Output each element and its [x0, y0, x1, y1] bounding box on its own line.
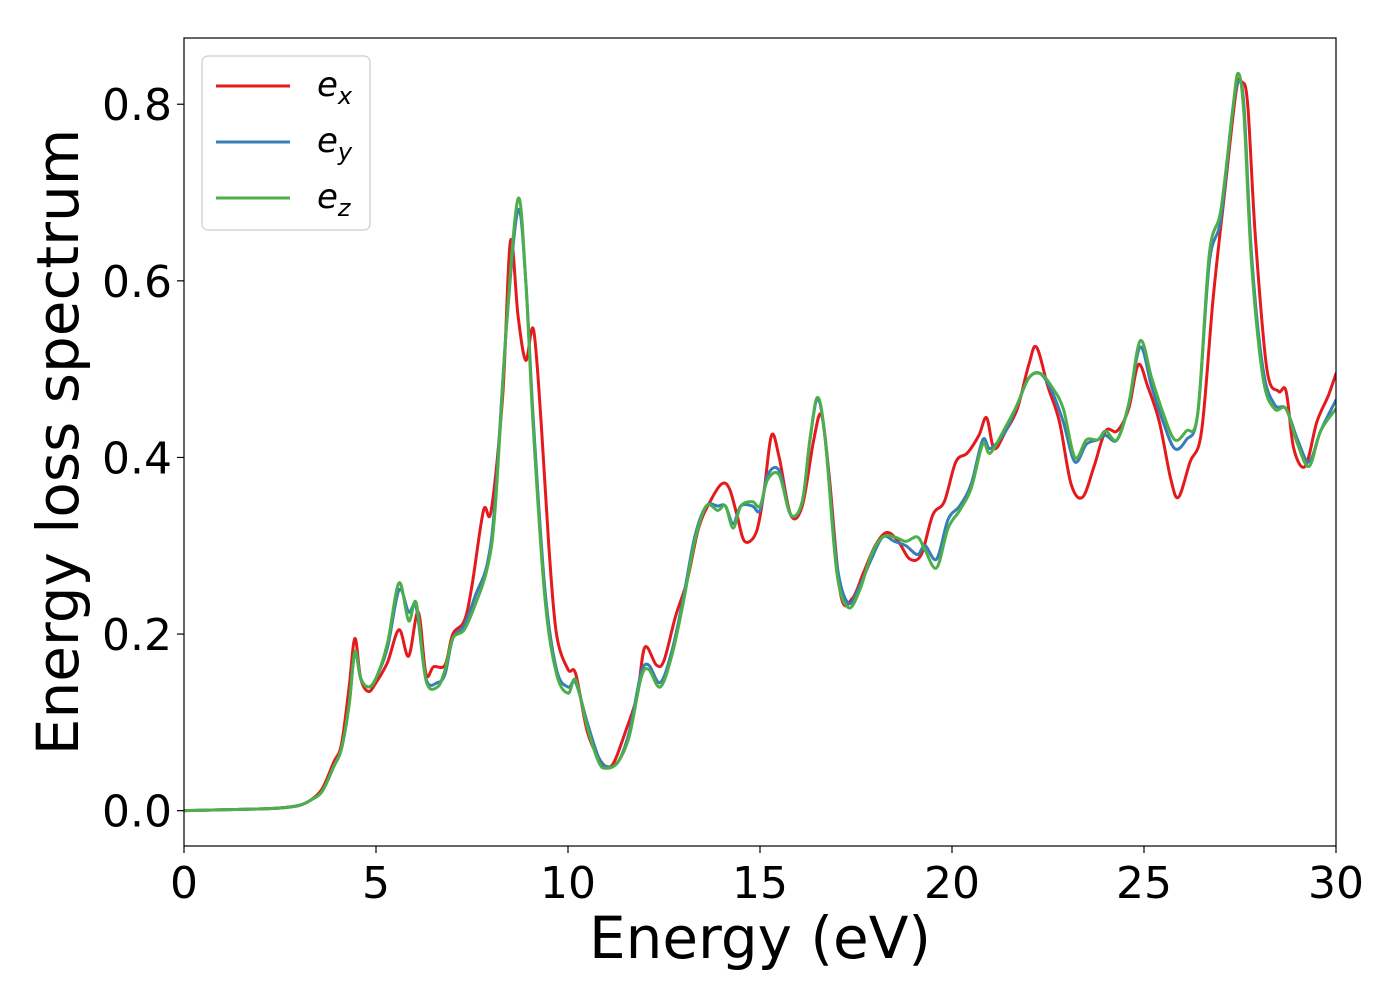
- y-axis-label: Energy loss spectrum: [24, 129, 92, 755]
- x-tick-label: 0: [170, 858, 198, 909]
- legend-label-x: ex: [317, 65, 353, 110]
- legend-label-z: ez: [317, 177, 352, 222]
- y-tick-label: 0.2: [102, 610, 172, 661]
- legend: ex ey ez: [201, 55, 371, 231]
- x-tick-label: 5: [362, 858, 390, 909]
- x-tick-label: 30: [1308, 858, 1364, 909]
- y-tick-label: 0.8: [102, 80, 172, 131]
- y-axis-ticks: 0.0 0.2 0.4 0.6 0.8: [102, 80, 184, 838]
- x-tick-label: 20: [924, 858, 980, 909]
- series-line-z: [184, 71, 1336, 813]
- x-axis-ticks: 0 5 10 15 20 25 30: [170, 846, 1364, 909]
- x-tick-label: 15: [732, 858, 788, 909]
- x-axis-label: Energy (eV): [589, 904, 931, 972]
- y-tick-label: 0.0: [102, 787, 172, 838]
- y-tick-label: 0.6: [102, 257, 172, 308]
- x-tick-label: 10: [540, 858, 596, 909]
- series-line-x: [184, 77, 1336, 813]
- y-tick-label: 0.4: [102, 433, 172, 484]
- series-layer: [184, 71, 1336, 813]
- plot-area: [184, 38, 1336, 846]
- legend-label-y: ey: [317, 121, 353, 166]
- x-tick-label: 25: [1116, 858, 1172, 909]
